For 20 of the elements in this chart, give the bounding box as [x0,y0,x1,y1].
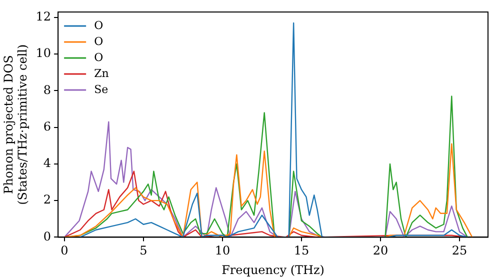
x-tick-label: 15 [294,244,310,258]
y-tick-label: 0 [43,229,52,244]
legend-label: O [94,34,104,48]
y-tick-label: 8 [43,82,52,97]
x-tick-label: 0 [60,244,68,258]
y-tick-label: 6 [43,119,52,134]
x-axis-title: Frequency (THz) [222,262,324,277]
legend-label: O [94,18,104,32]
x-tick-label: 5 [140,244,148,258]
legend-label: O [94,50,104,64]
legend-label: Zn [94,66,109,80]
y-tick-label: 12 [36,10,52,24]
y-tick-label: 4 [43,156,52,170]
legend-label: Se [94,82,108,96]
x-tick-label: 20 [372,244,388,258]
y-tick-label: 10 [36,46,52,60]
x-tick-label: 25 [452,244,468,258]
y-tick-label: 2 [43,192,52,207]
x-tick-label: 10 [214,244,230,258]
y-axis-title: Phonon projected DOS (States/THz·primitive cell) [1,44,30,205]
